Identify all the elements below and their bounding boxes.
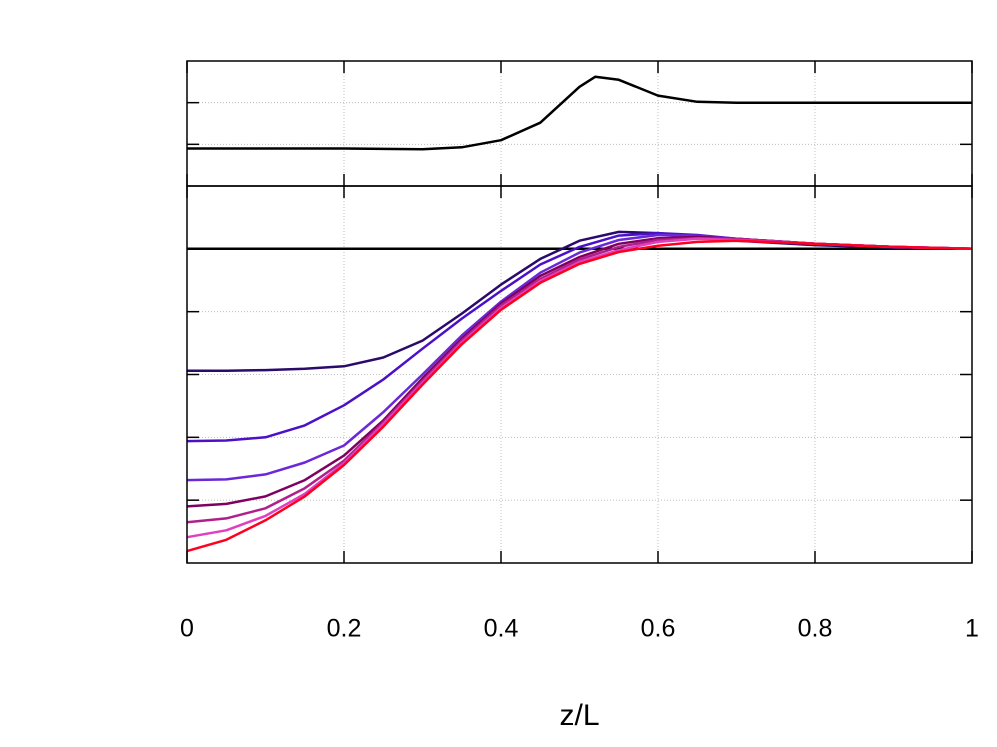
x-tick-label: 0.2 xyxy=(327,615,362,643)
data-line xyxy=(186,237,973,539)
plot-frame xyxy=(186,185,973,564)
x-tick-label: 1 xyxy=(965,615,979,643)
x-tick-label: 0.4 xyxy=(484,615,519,643)
x-axis-label: z/L xyxy=(559,699,599,732)
plot-frame xyxy=(186,60,973,187)
x-tick-label: 0 xyxy=(180,615,194,643)
data-line xyxy=(186,235,973,508)
data-line xyxy=(187,75,972,151)
x-tick-label: 0.8 xyxy=(798,615,833,643)
data-line xyxy=(186,233,973,482)
data-line xyxy=(186,239,973,553)
x-tick-label: 0.6 xyxy=(641,615,676,643)
